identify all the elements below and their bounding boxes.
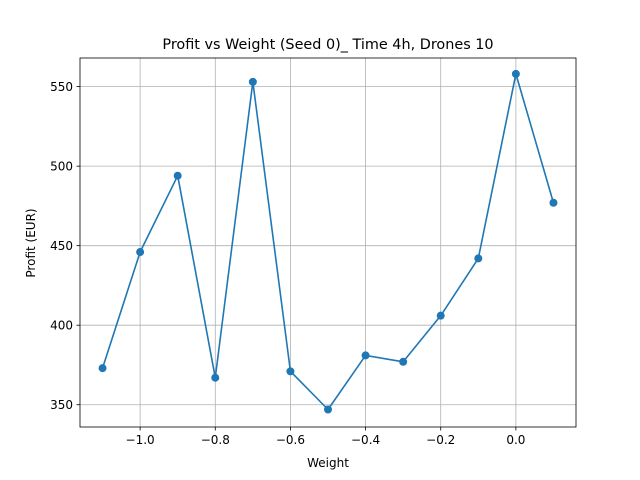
x-tick-label: −0.4 [351,433,380,447]
x-tick-label: 0.0 [506,433,525,447]
data-point [549,198,558,207]
data-point [286,367,295,376]
x-tick-label: −0.2 [426,433,455,447]
grid [80,58,576,427]
ticks: −1.0 −0.8 −0.6 −0.4 −0.2 0.0 350 400 450 500 550 [50,80,525,447]
x-axis-label: Weight [307,456,349,470]
y-tick-label: 400 [50,319,73,333]
chart-title: Profit vs Weight (Seed 0)_ Time 4h, Dron… [162,37,493,53]
plot-area-frame [79,57,577,428]
x-tick-label: −0.6 [276,433,305,447]
data-point [436,311,445,320]
data-point [173,171,182,180]
data-point [248,77,257,86]
series-layer [98,69,558,414]
data-point [136,248,145,257]
data-point [98,364,107,373]
data-point [324,405,332,414]
data-point [511,69,520,78]
data-point [361,351,370,360]
y-tick-label: 500 [50,159,73,173]
x-tick-label: −1.0 [126,433,155,447]
data-point [474,254,483,263]
data-point [399,357,408,366]
x-tick-label: −0.8 [201,433,230,447]
y-tick-label: 350 [50,398,73,412]
data-point [211,373,220,382]
y-tick-label: 550 [50,80,73,94]
y-tick-label: 450 [50,239,73,253]
y-axis-label: Profit (EUR) [24,208,38,277]
